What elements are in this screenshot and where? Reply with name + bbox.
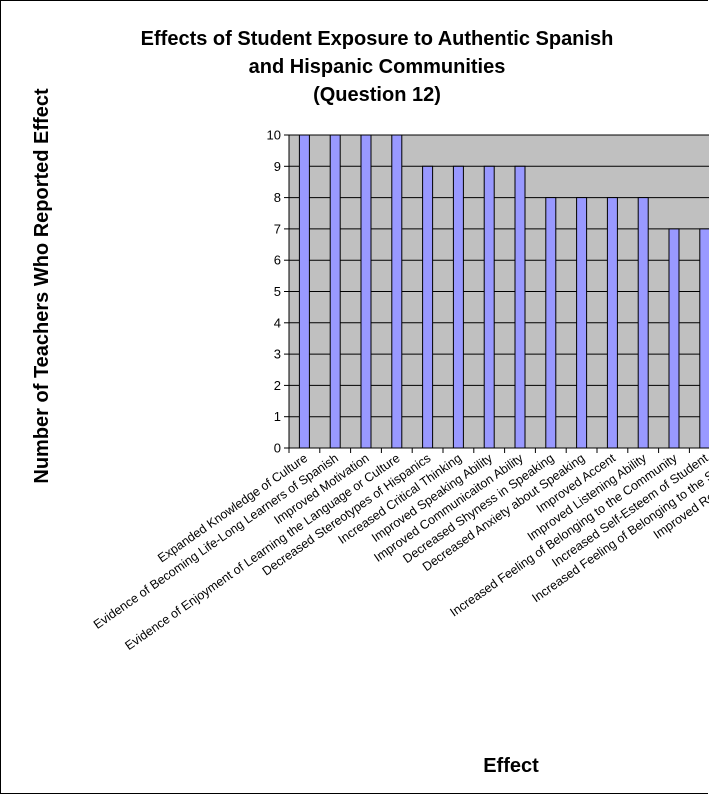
bar [606,197,618,449]
bar [668,228,680,449]
bar [329,134,341,449]
chart-title-line-1: Effects of Student Exposure to Authentic… [141,28,614,50]
bar [360,134,372,449]
bar [483,165,495,449]
y-tick-label: 5 [274,284,281,299]
y-tick-label: 0 [274,441,281,456]
bar [422,165,434,449]
y-tick-label: 9 [274,159,281,174]
bar [391,134,403,449]
bar [637,197,649,449]
chart-title-line-3: (Question 12) [313,84,441,106]
bar [699,228,709,449]
y-tick-label: 2 [274,378,281,393]
y-tick-label: 3 [274,347,281,362]
y-tick-label: 7 [274,221,281,236]
y-tick-label: 6 [274,253,281,268]
y-tick-label: 1 [274,409,281,424]
bar [545,197,557,449]
bar [576,197,588,449]
y-tick-label: 10 [267,128,281,143]
chart-title: Effects of Student Exposure to Authentic… [141,28,614,106]
x-axis-title: Effect [483,755,539,777]
y-axis-title: Number of Teachers Who Reported Effect [31,88,53,484]
y-tick-label: 4 [274,315,281,330]
y-tick-label: 8 [274,190,281,205]
bar [452,165,464,449]
bar [514,165,526,449]
bar [298,134,310,449]
chart-title-line-2: and Hispanic Communities [249,56,506,78]
